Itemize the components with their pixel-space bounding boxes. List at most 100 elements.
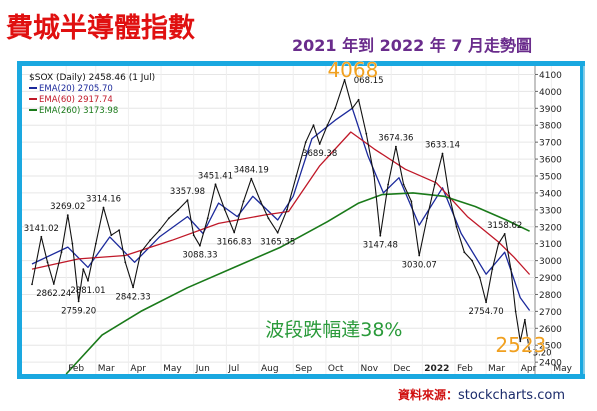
price-point [455, 225, 458, 228]
y-tick-label: 2500 [539, 342, 562, 352]
page-title: 費城半導體指數 [6, 13, 195, 44]
price-label: 3451.41 [198, 171, 233, 181]
label-layer: 3141.02 3269.02 2862.24 2759.20 2881.01 3314.… [24, 76, 552, 358]
price-point [351, 107, 354, 110]
price-point [326, 124, 329, 127]
y-tick-label: 2400 [539, 359, 562, 369]
price-point [373, 175, 375, 177]
price-point [233, 231, 236, 234]
page-subtitle: 2021 年到 2022 年 7 月走勢圖 [292, 36, 533, 55]
price-point [60, 251, 63, 254]
x-tick-label: Aug [261, 364, 279, 374]
ema-line-1 [31, 131, 531, 275]
price-point [418, 254, 421, 257]
x-tick-label: 2022 [424, 364, 449, 374]
price-point [286, 208, 288, 211]
price-point [441, 152, 444, 155]
price-point [259, 200, 262, 203]
price-label: 3357.98 [170, 187, 205, 197]
y-tick-label: 4100 [539, 71, 562, 81]
price-point [514, 310, 517, 313]
price-label: 2759.20 [61, 306, 96, 316]
annotation: 4068 [327, 61, 378, 82]
x-tick-label: Mar [98, 364, 115, 374]
price-point [510, 268, 512, 270]
x-tick-label: Oct [328, 364, 344, 374]
x-tick-label: Feb [457, 364, 473, 374]
price-label: 3165.35 [260, 238, 295, 248]
price-point [485, 301, 487, 304]
chart-frame: 3141.02 3269.02 2862.24 2759.20 2881.01 3314.… [17, 61, 585, 379]
price-point [31, 283, 33, 286]
price-point [82, 268, 85, 270]
y-tick-label: 2700 [539, 308, 562, 318]
price-point [52, 283, 55, 285]
y-tick-label: 2800 [539, 291, 562, 301]
y-tick-label: 3400 [539, 189, 562, 199]
price-point [304, 141, 307, 144]
chart-header: $SOX (Daily) 2458.46 (1 Jul) [29, 73, 155, 83]
price-label: 3.20 [533, 348, 552, 358]
price-point [357, 98, 360, 101]
price-point [110, 234, 113, 237]
price-label: 3158.62 [487, 221, 522, 231]
price-label: 3147.48 [363, 241, 398, 251]
price-point [402, 183, 405, 186]
x-tick-label: May [553, 364, 572, 374]
x-tick-label: Dec [393, 364, 410, 374]
y-tick-label: 3800 [539, 122, 562, 132]
series-layer [31, 79, 531, 375]
y-tick-label: 4000 [539, 88, 562, 98]
price-point [478, 276, 481, 279]
price-point [276, 231, 279, 234]
price-point [118, 229, 120, 232]
price-point [214, 183, 217, 186]
price-point [524, 318, 526, 321]
axis-background [535, 66, 580, 374]
x-tick-label: Jun [195, 364, 210, 374]
price-point [87, 279, 89, 282]
source-label: 資料來源： [398, 388, 459, 402]
x-tick-label: Feb [68, 364, 84, 374]
price-label: 2842.33 [115, 292, 150, 302]
price-point [395, 145, 397, 148]
price-point [177, 208, 180, 211]
price-point [471, 259, 473, 262]
axis-layer: 2400 2500 2600 2700 2800 2900 3000 3100 3200 3300… [68, 71, 572, 374]
price-point [139, 251, 142, 254]
price-point [497, 242, 500, 245]
price-point [40, 235, 43, 238]
chart-svg: 3141.02 3269.02 2862.24 2759.20 2881.01 3314.… [22, 61, 585, 375]
y-tick-label: 3200 [539, 223, 562, 233]
price-line [31, 79, 531, 353]
price-label: 3314.16 [86, 194, 121, 204]
price-label: 3674.36 [378, 134, 413, 144]
y-tick-label: 3500 [539, 173, 562, 183]
price-point [71, 242, 74, 245]
price-point [158, 229, 161, 232]
price-point [77, 300, 80, 303]
price-label: 3166.83 [217, 238, 252, 248]
price-point [491, 268, 494, 270]
y-tick-label: 2900 [539, 274, 562, 284]
price-point [250, 177, 253, 180]
price-label: 2754.70 [468, 307, 503, 317]
price-point [223, 208, 226, 211]
annotation: 2523 [495, 333, 546, 357]
price-point [528, 351, 531, 354]
x-tick-label: Nov [361, 364, 379, 374]
price-point [365, 132, 368, 135]
x-tick-label: Jul [227, 364, 239, 374]
ema-line-0 [31, 107, 531, 311]
price-point [519, 340, 522, 343]
price-point [186, 199, 189, 202]
annotation: 波段跌幅達38% [265, 319, 402, 341]
price-point [46, 261, 49, 264]
price-point [206, 217, 209, 220]
y-tick-label: 3600 [539, 156, 562, 166]
price-point [102, 206, 105, 209]
price-point [66, 214, 69, 217]
price-point [295, 175, 298, 177]
price-point [334, 107, 337, 110]
legend-entry: EMA(20) 2705.70 [39, 84, 113, 94]
